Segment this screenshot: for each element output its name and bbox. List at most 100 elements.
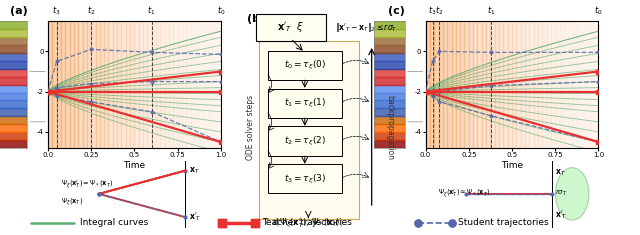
Bar — [95, 21, 100, 148]
Text: (b): (b) — [247, 14, 265, 24]
Text: $t_3$: $t_3$ — [52, 5, 61, 17]
Bar — [495, 21, 499, 148]
Text: $\|\mathbf{x}'_T - \mathbf{x}_T\|_2 \leq r\sigma_T$: $\|\mathbf{x}'_T - \mathbf{x}_T\|_2 \leq… — [335, 21, 397, 34]
Bar — [499, 21, 504, 148]
Bar — [547, 21, 551, 148]
Bar — [551, 21, 556, 148]
Bar — [504, 21, 508, 148]
Bar — [486, 21, 490, 148]
Text: $\mathrm{d}\!\left(\Psi_\xi(\mathbf{x}^\prime_T),\,\Psi_*(\mathbf{x}_T)\right)$: $\mathrm{d}\!\left(\Psi_\xi(\mathbf{x}^\… — [273, 217, 344, 230]
Ellipse shape — [556, 168, 589, 220]
Text: $t_2$: $t_2$ — [435, 5, 444, 17]
Text: $\Psi_\xi(\mathbf{x}^\prime_T) \approx \Psi_*(\mathbf{x}_T)$: $\Psi_\xi(\mathbf{x}^\prime_T) \approx \… — [438, 188, 491, 200]
Bar — [581, 21, 586, 148]
Bar — [525, 21, 529, 148]
Text: $\mathbf{x}_T$: $\mathbf{x}_T$ — [189, 165, 199, 176]
Text: Teacher trajectories: Teacher trajectories — [262, 218, 351, 227]
Bar — [430, 21, 435, 148]
Text: $t_1 = \tau_\xi(1)$: $t_1 = \tau_\xi(1)$ — [284, 97, 326, 110]
Text: backpropagation: backpropagation — [385, 95, 394, 160]
Bar — [164, 21, 169, 148]
Text: $t_0$: $t_0$ — [216, 5, 225, 17]
Bar — [65, 21, 70, 148]
Text: $\mathbf{x}'_T$: $\mathbf{x}'_T$ — [189, 211, 201, 223]
Bar — [57, 21, 61, 148]
Bar — [91, 21, 95, 148]
Bar — [186, 21, 191, 148]
Bar — [113, 21, 117, 148]
Bar — [465, 21, 468, 148]
FancyBboxPatch shape — [255, 14, 326, 41]
Bar — [125, 21, 130, 148]
Bar — [447, 21, 452, 148]
Bar — [473, 21, 477, 148]
Bar — [83, 21, 87, 148]
Bar — [212, 21, 216, 148]
Bar — [173, 21, 177, 148]
Bar — [568, 21, 573, 148]
Bar — [178, 21, 182, 148]
Text: $t_1$: $t_1$ — [487, 5, 495, 17]
Text: $t_2 = \tau_\xi(2)$: $t_2 = \tau_\xi(2)$ — [284, 134, 326, 148]
Bar — [216, 21, 221, 148]
Bar — [512, 21, 516, 148]
Bar — [516, 21, 521, 148]
Bar — [160, 21, 164, 148]
Bar — [460, 21, 465, 148]
Bar — [143, 21, 147, 148]
Bar — [490, 21, 495, 148]
Text: Integral curves: Integral curves — [81, 218, 148, 227]
Bar — [477, 21, 482, 148]
Bar — [590, 21, 594, 148]
Text: $r\sigma_T$: $r\sigma_T$ — [556, 187, 568, 198]
Text: $\Psi_\xi(\mathbf{x}_T)$: $\Psi_\xi(\mathbf{x}_T)$ — [61, 197, 83, 208]
Bar — [134, 21, 139, 148]
Bar — [122, 21, 125, 148]
Bar — [61, 21, 65, 148]
Bar — [452, 21, 456, 148]
Text: Student trajectories: Student trajectories — [458, 218, 549, 227]
FancyBboxPatch shape — [259, 40, 360, 219]
Bar — [469, 21, 473, 148]
Text: $\Psi_\xi(\mathbf{x}^\prime_T) = \Psi_*(\mathbf{x}_T)$: $\Psi_\xi(\mathbf{x}^\prime_T) = \Psi_*(… — [61, 179, 113, 191]
Bar — [70, 21, 74, 148]
Bar — [52, 21, 57, 148]
Text: $t_3 = \tau_\xi(3)$: $t_3 = \tau_\xi(3)$ — [284, 172, 326, 185]
Text: $\mathbf{x}_T$: $\mathbf{x}_T$ — [556, 168, 566, 178]
Bar — [556, 21, 559, 148]
Bar — [508, 21, 512, 148]
FancyBboxPatch shape — [268, 51, 342, 80]
X-axis label: Time: Time — [124, 161, 145, 170]
Bar — [534, 21, 538, 148]
Bar — [100, 21, 104, 148]
Bar — [74, 21, 78, 148]
Bar — [529, 21, 534, 148]
Bar — [108, 21, 113, 148]
FancyBboxPatch shape — [268, 89, 342, 118]
Bar — [169, 21, 173, 148]
Bar — [594, 21, 598, 148]
Text: ODE solver steps: ODE solver steps — [246, 95, 255, 160]
Bar — [443, 21, 447, 148]
Bar — [191, 21, 195, 148]
Bar — [78, 21, 83, 148]
Bar — [456, 21, 460, 148]
Bar — [204, 21, 208, 148]
Bar — [208, 21, 212, 148]
Bar — [538, 21, 542, 148]
Bar — [426, 21, 430, 148]
Bar — [482, 21, 486, 148]
Bar — [152, 21, 156, 148]
Bar — [139, 21, 143, 148]
Bar — [182, 21, 186, 148]
Bar — [559, 21, 564, 148]
Bar — [521, 21, 525, 148]
Bar — [438, 21, 443, 148]
Bar — [130, 21, 134, 148]
Bar — [577, 21, 581, 148]
Text: $t_2$: $t_2$ — [87, 5, 95, 17]
Text: (a): (a) — [10, 6, 28, 16]
X-axis label: Time: Time — [501, 161, 523, 170]
Bar — [195, 21, 199, 148]
Bar — [104, 21, 108, 148]
